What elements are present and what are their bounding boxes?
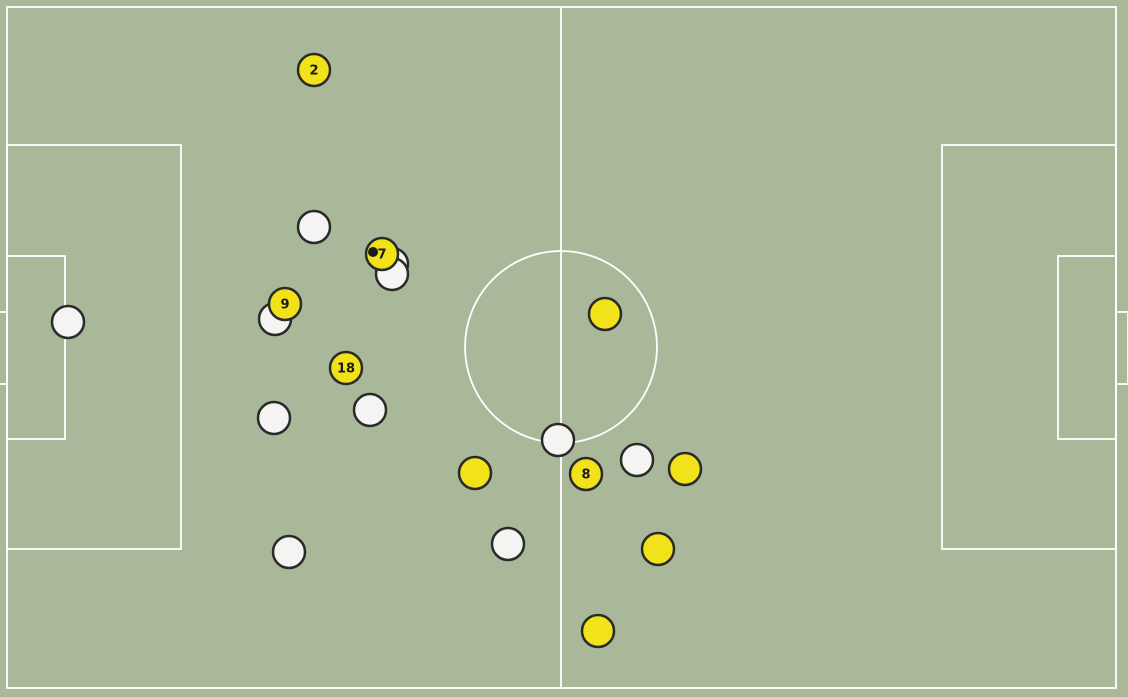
player-marker [352,392,388,428]
player-yellow: 9 [267,286,303,322]
player-marker [457,455,493,491]
player-marker [619,442,655,478]
player-marker [580,613,616,649]
player-marker [540,422,576,458]
player-marker [256,400,292,436]
player-yellow [667,451,703,487]
player-number: 8 [581,468,590,483]
player-yellow: 2 [296,52,332,88]
player-yellow [640,531,676,567]
player-yellow [580,613,616,649]
player-number: 18 [337,362,355,377]
player-white [256,400,292,436]
player-marker [296,52,332,88]
player-white [271,534,307,570]
player-marker [490,526,526,562]
player-yellow: 18 [328,350,364,386]
player-yellow [587,296,623,332]
player-marker [568,456,604,492]
player-marker [328,350,364,386]
player-marker [364,236,400,272]
player-marker [50,304,86,340]
pitch-markings [0,6,1128,689]
player-yellow: 7 [364,236,400,272]
player-number: 2 [309,64,318,79]
player-marker [667,451,703,487]
left-goal-area [6,255,66,440]
player-marker [271,534,307,570]
player-number: 9 [280,298,289,313]
ball [368,247,378,257]
player-marker [640,531,676,567]
player-white [296,209,332,245]
player-white [352,392,388,428]
player-yellow: 8 [568,456,604,492]
player-marker [296,209,332,245]
players-layer: 2 7 9 18 8 [50,52,703,649]
player-white [540,422,576,458]
player-white [490,526,526,562]
right-goal [1115,311,1128,385]
player-marker [267,286,303,322]
player-marker [587,296,623,332]
player-white [50,304,86,340]
player-white [619,442,655,478]
player-yellow [457,455,493,491]
player-number: 7 [377,248,386,263]
